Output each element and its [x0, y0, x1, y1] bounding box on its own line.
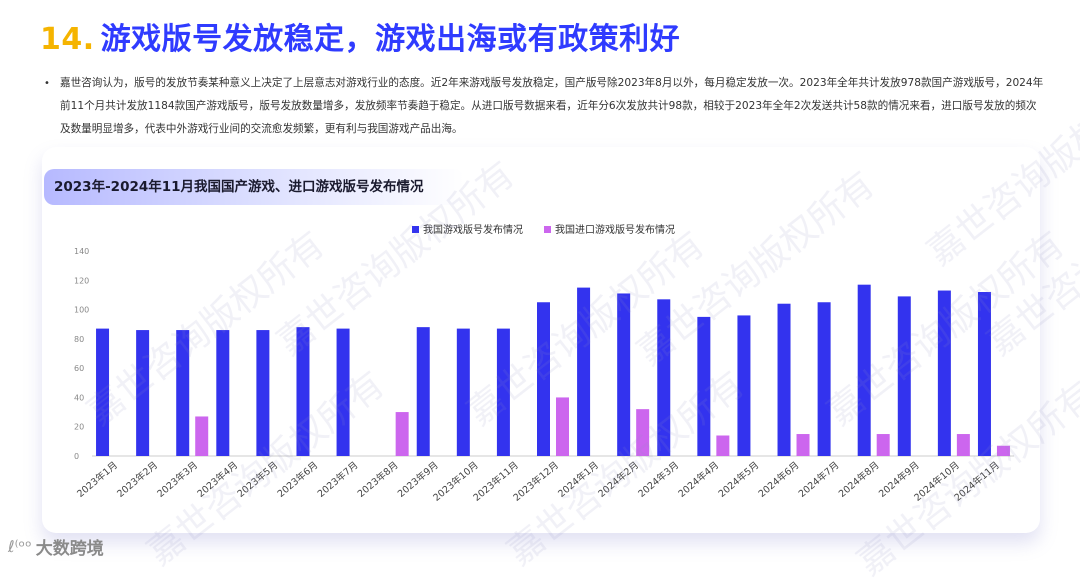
bar-imported: [996, 445, 1010, 456]
bullet-icon: •: [44, 78, 50, 89]
bar-domestic: [296, 327, 310, 456]
bar-imported: [556, 397, 569, 456]
x-tick-label: 2023年2月: [115, 459, 160, 500]
legend-swatch: [412, 226, 419, 233]
bar-domestic: [617, 293, 631, 456]
section-number: 14.: [40, 22, 95, 57]
bar-chart: 0204060801001201402023年1月2023年2月2023年3月2…: [74, 223, 1014, 504]
bar-domestic: [697, 316, 711, 456]
logo-text: 大数跨境: [35, 539, 104, 559]
bar-imported: [876, 434, 890, 456]
y-tick-label: 80: [74, 335, 84, 344]
y-tick-label: 120: [74, 276, 89, 285]
summary-text: 嘉世咨询认为，版号的发放节奏某种意义上决定了上层意志对游戏行业的态度。近2年来游…: [60, 77, 1044, 135]
bar-imported: [796, 434, 810, 456]
x-tick-label: 2024年6月: [756, 459, 801, 500]
bar-imported: [195, 416, 209, 456]
x-tick-label: 2023年7月: [315, 459, 360, 500]
bar-domestic: [817, 302, 831, 456]
bar-domestic: [136, 330, 150, 456]
y-tick-label: 60: [74, 364, 84, 373]
chart-title: 2023年-2024年11月我国国产游戏、进口游戏版号发布情况: [44, 169, 464, 205]
brand-logo: ℓ⁽ᵒᵒ 大数跨境: [8, 534, 104, 559]
bar-domestic: [176, 330, 190, 456]
x-tick-label: 2024年7月: [796, 459, 841, 500]
logo-icon: ℓ⁽ᵒᵒ: [8, 537, 32, 556]
bar-domestic: [336, 328, 350, 456]
x-tick-label: 2024年4月: [676, 459, 721, 500]
x-tick-label: 2024年1月: [556, 459, 601, 500]
x-tick-label: 2023年5月: [235, 459, 280, 500]
chart-panel: 2023年-2024年11月我国国产游戏、进口游戏版号发布情况 0 20 40 60 8…: [42, 147, 1040, 533]
section-title: 游戏版号发放稳定，游戏出海或有政策利好: [100, 22, 681, 57]
bar-domestic: [897, 296, 911, 456]
legend-swatch: [544, 226, 551, 233]
bar-domestic: [456, 328, 470, 456]
bar-domestic: [416, 327, 430, 456]
summary-paragraph: • 嘉世咨询认为，版号的发放节奏某种意义上决定了上层意志对游戏行业的态度。近2年…: [44, 72, 1044, 141]
bar-domestic: [96, 328, 110, 456]
bar-domestic: [857, 284, 871, 456]
bar-domestic: [216, 330, 230, 456]
bar-imported: [636, 409, 650, 456]
y-tick-label: 0: [74, 452, 79, 461]
bar-domestic: [737, 315, 751, 456]
y-tick-label: 100: [74, 306, 89, 315]
legend-label: 我国进口游戏版号发布情况: [555, 223, 675, 236]
bar-domestic: [577, 287, 591, 456]
y-tick-label: 140: [74, 247, 89, 256]
legend-label: 我国游戏版号发布情况: [423, 223, 523, 236]
page-title: 14. 游戏版号发放稳定，游戏出海或有政策利好: [40, 14, 680, 58]
bar-imported: [395, 412, 409, 456]
bar-domestic: [496, 328, 510, 456]
x-tick-label: 2023年8月: [355, 459, 400, 500]
x-tick-label: 2023年4月: [195, 459, 240, 500]
x-tick-label: 2024年8月: [836, 459, 881, 500]
x-tick-label: 2024年3月: [636, 459, 681, 500]
bar-domestic: [977, 292, 991, 456]
bar-domestic: [256, 330, 270, 456]
bar-imported: [716, 435, 730, 456]
x-tick-label: 2024年2月: [596, 459, 641, 500]
bar-domestic: [537, 302, 550, 456]
y-tick-label: 40: [74, 393, 84, 402]
bar-domestic: [937, 290, 951, 456]
bar-domestic: [777, 303, 791, 456]
x-tick-label: 2023年6月: [275, 459, 320, 500]
bar-imported: [956, 434, 970, 456]
x-tick-label: 2024年5月: [716, 459, 761, 500]
x-tick-label: 2023年1月: [75, 459, 120, 500]
y-tick-label: 20: [74, 423, 84, 432]
bar-domestic: [657, 299, 671, 456]
x-tick-label: 2023年3月: [155, 459, 200, 500]
